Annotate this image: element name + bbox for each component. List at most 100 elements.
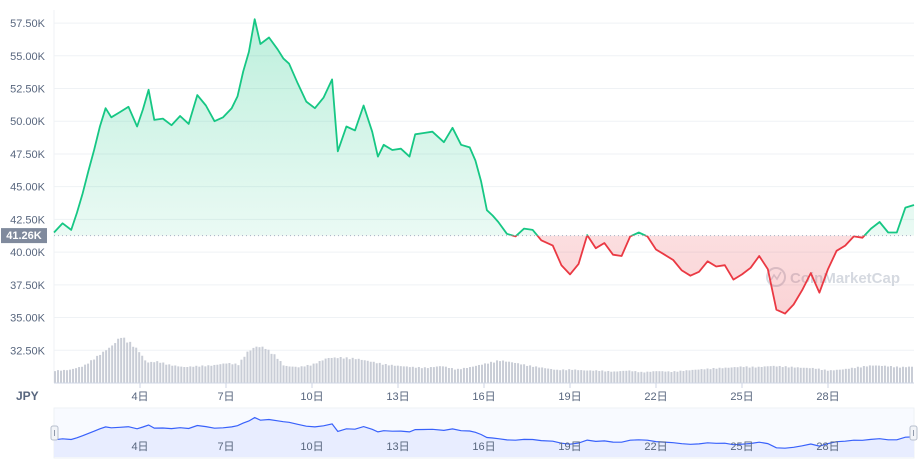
volume-bar [336, 358, 339, 383]
volume-bar [799, 367, 802, 383]
volume-bar [261, 346, 264, 383]
volume-bar [511, 362, 514, 383]
navigator-x-axis: 4日 7日 10日 13日 16日 19日 22日 25日 28日 [131, 441, 839, 453]
navigator-right-handle[interactable] [909, 425, 918, 441]
volume-bar [273, 354, 276, 383]
x-tick-label: 10日 [300, 391, 323, 403]
volume-bar [453, 369, 456, 383]
volume-bar [420, 368, 423, 383]
volume-bar [508, 361, 511, 383]
volume-bar [853, 368, 856, 383]
volume-bar [883, 365, 886, 383]
volume-bar [456, 368, 459, 383]
volume-bar [459, 369, 462, 383]
volume-bar [123, 337, 126, 383]
volume-bar [324, 358, 327, 383]
volume-bar [808, 368, 811, 383]
volume-bar [207, 365, 210, 383]
volume-bar [868, 365, 871, 383]
volume-bar [724, 367, 727, 383]
volume-bar [315, 363, 318, 383]
volume-bar [520, 364, 523, 383]
volume-bar [787, 367, 790, 383]
volume-bar [441, 366, 444, 383]
volume-bar [435, 366, 438, 383]
volume-bar [357, 358, 360, 383]
volume-bar [541, 367, 544, 383]
volume-bar [820, 370, 823, 383]
volume-bar [312, 363, 315, 383]
volume-bar [487, 363, 490, 383]
navigator-x-tick-label: 7日 [217, 441, 234, 453]
volume-bar [691, 369, 694, 383]
volume-bar [96, 355, 99, 383]
volume-bar [904, 367, 907, 383]
volume-bar [532, 366, 535, 383]
volume-bar [910, 366, 913, 383]
y-tick-label: 42.50K [10, 214, 46, 226]
volume-bar [877, 365, 880, 383]
volume-bar [637, 372, 640, 383]
volume-bar [496, 360, 499, 383]
navigator-x-tick-label: 13日 [386, 441, 409, 453]
volume-bar [327, 357, 330, 383]
volume-bar [429, 367, 432, 383]
volume-bar [174, 365, 177, 383]
volume-bar [502, 360, 505, 383]
volume-bar [102, 351, 105, 383]
volume-bar [619, 371, 622, 383]
navigator-left-handle[interactable] [50, 425, 59, 441]
volume-bar [664, 371, 667, 383]
volume-bar [697, 369, 700, 383]
volume-bar [811, 367, 814, 383]
volume-bar [276, 358, 279, 383]
volume-bar [450, 368, 453, 383]
volume-bar [381, 364, 384, 383]
volume-bar [673, 371, 676, 383]
volume-bar [348, 359, 351, 383]
volume-bar [592, 370, 595, 383]
volume-bar [366, 360, 369, 383]
volume-bar [628, 370, 631, 383]
range-navigator[interactable]: 4日 7日 10日 13日 16日 19日 22日 25日 28日 [50, 407, 918, 459]
volume-bar [703, 369, 706, 383]
volume-bar [709, 369, 712, 383]
y-tick-label: 35.00K [10, 313, 46, 325]
volume-bar [189, 366, 192, 383]
volume-bar [892, 367, 895, 383]
volume-bar [796, 367, 799, 383]
volume-bar [330, 357, 333, 383]
volume-bar [417, 366, 420, 383]
volume-bar [393, 365, 396, 383]
volume-bar [526, 365, 529, 383]
volume-bar [309, 365, 312, 383]
volume-bar [318, 361, 321, 383]
volume-bar [727, 367, 730, 383]
y-tick-label: 47.50K [10, 149, 46, 161]
volume-bar [432, 367, 435, 383]
navigator-series [53, 416, 915, 457]
volume-bar [363, 360, 366, 383]
volume-bar [607, 370, 610, 383]
volume-bar [129, 341, 132, 383]
volume-bar [339, 357, 342, 383]
volume-bar [544, 368, 547, 383]
volume-bar [880, 365, 883, 383]
volume-bar [901, 366, 904, 383]
volume-bar [162, 362, 165, 383]
volume-bar [333, 357, 336, 383]
volume-bar [841, 369, 844, 383]
volume-bar [423, 367, 426, 383]
volume-bar [255, 346, 258, 383]
volume-bar [559, 370, 562, 383]
volume-bar [700, 369, 703, 383]
volume-bar [171, 365, 174, 383]
price-area [54, 19, 914, 314]
volume-bar [78, 367, 81, 383]
volume-bar [547, 368, 550, 383]
volume-bar [499, 361, 502, 383]
volume-bar [793, 367, 796, 383]
volume-bar [670, 372, 673, 383]
volume-bar [300, 366, 303, 383]
